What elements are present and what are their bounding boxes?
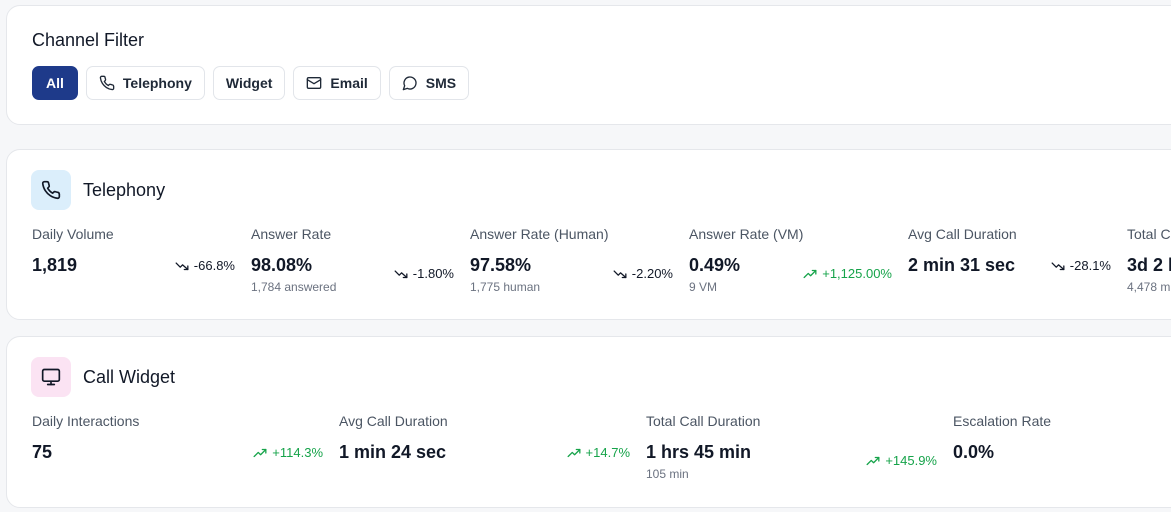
metric-label: Daily Volume <box>32 226 114 242</box>
filter-chip-label: SMS <box>425 75 457 91</box>
metric-avg-call-duration: Avg Call Duration 2 min 31 sec -28.1% <box>908 226 1127 296</box>
metric-delta: -66.8% <box>175 258 235 273</box>
filter-chip-email[interactable]: Email <box>293 66 381 100</box>
metric-delta-value: -2.20% <box>631 266 673 281</box>
mail-icon <box>307 77 322 89</box>
metric-delta-value: -28.1% <box>1069 258 1111 273</box>
metric-daily-volume: Daily Volume 1,819 -66.8% <box>32 226 251 296</box>
metric-label: Answer Rate <box>251 226 332 242</box>
channel-filter-title: Channel Filter <box>32 30 145 50</box>
metric-delta-value: +14.7% <box>585 445 630 460</box>
trend-up-icon <box>567 448 581 457</box>
trend-down-icon <box>394 269 408 278</box>
metric-value: 1 hrs 45 min <box>646 442 752 462</box>
metric-escalation-rate: Escalation Rate 0.0% <box>953 413 1153 483</box>
metric-delta: +114.3% <box>253 445 323 460</box>
metric-widget-total-call-duration: Total Call Duration 1 hrs 45 min 105 min… <box>646 413 953 483</box>
trend-down-icon <box>613 269 627 278</box>
metric-value: 97.58% <box>470 255 532 275</box>
metric-answer-rate-vm: Answer Rate (VM) 0.49% 9 VM +1,125.00% <box>689 226 908 296</box>
metric-delta-value: +114.3% <box>272 445 323 460</box>
call-widget-header: Call Widget <box>31 357 175 397</box>
message-circle-icon <box>402 76 417 91</box>
phone-icon <box>41 180 61 200</box>
trend-up-icon <box>866 456 880 465</box>
metric-delta: +14.7% <box>567 445 630 460</box>
metric-label: Total C <box>1127 226 1171 242</box>
metric-value: 0.49% <box>689 255 741 275</box>
filter-chip-label: Email <box>330 75 368 91</box>
metric-label: Avg Call Duration <box>339 413 448 429</box>
metric-subtext: 1,784 answered <box>251 280 337 294</box>
trend-down-icon <box>175 261 189 270</box>
metric-value: 75 <box>32 442 53 462</box>
metric-delta: -1.80% <box>394 266 454 281</box>
metric-label: Escalation Rate <box>953 413 1052 429</box>
telephony-card: Telephony Daily Volume 1,819 -66.8% Answ… <box>6 149 1171 320</box>
metric-delta: -2.20% <box>613 266 673 281</box>
metric-delta: +1,125.00% <box>803 266 892 281</box>
metric-label: Avg Call Duration <box>908 226 1017 242</box>
metric-widget-avg-call-duration: Avg Call Duration 1 min 24 sec +14.7% <box>339 413 646 483</box>
metric-daily-interactions: Daily Interactions 75 +114.3% <box>32 413 339 483</box>
metric-subtext: 9 VM <box>689 280 718 294</box>
metric-total-call-duration: Total C 3d 2 h 4,478 mi <box>1127 226 1171 296</box>
metric-delta-value: -66.8% <box>193 258 235 273</box>
telephony-title: Telephony <box>83 179 166 200</box>
metric-delta-value: +1,125.00% <box>822 266 892 281</box>
monitor-icon <box>41 368 61 386</box>
metric-subtext: 105 min <box>646 467 689 481</box>
metric-value: 0.0% <box>953 442 995 462</box>
metric-answer-rate: Answer Rate 98.08% 1,784 answered -1.80% <box>251 226 470 296</box>
filter-chip-sms[interactable]: SMS <box>388 66 470 100</box>
metric-delta: -28.1% <box>1051 258 1111 273</box>
phone-icon <box>99 75 115 91</box>
metric-value: 1,819 <box>32 255 78 275</box>
call-widget-metrics: Daily Interactions 75 +114.3% Avg Call D… <box>32 413 1153 483</box>
trend-up-icon <box>253 448 267 457</box>
metric-label: Answer Rate (VM) <box>689 226 804 242</box>
filter-chip-all[interactable]: All <box>32 66 78 100</box>
metric-subtext: 1,775 human <box>470 280 541 294</box>
trend-up-icon <box>803 269 817 278</box>
call-widget-card: Call Widget Daily Interactions 75 +114.3… <box>6 336 1171 508</box>
metric-value: 2 min 31 sec <box>908 255 1016 275</box>
trend-down-icon <box>1051 261 1065 270</box>
metric-label: Total Call Duration <box>646 413 761 429</box>
metric-label: Daily Interactions <box>32 413 140 429</box>
filter-chip-telephony[interactable]: Telephony <box>85 66 205 100</box>
channel-filter-chips: All Telephony Widget Email SMS <box>32 66 470 100</box>
metric-value: 1 min 24 sec <box>339 442 447 462</box>
metric-delta: +145.9% <box>866 453 937 468</box>
filter-chip-widget[interactable]: Widget <box>212 66 286 100</box>
metric-value: 3d 2 h <box>1127 255 1171 275</box>
filter-chip-label: Widget <box>225 75 273 91</box>
filter-chip-label: All <box>46 75 64 91</box>
telephony-header: Telephony <box>31 170 165 210</box>
call-widget-title: Call Widget <box>83 366 176 387</box>
metric-value: 98.08% <box>251 255 313 275</box>
metric-subtext: 4,478 mi <box>1127 280 1171 294</box>
telephony-metrics: Daily Volume 1,819 -66.8% Answer Rate 98… <box>32 226 1171 296</box>
telephony-icon-box <box>31 170 71 210</box>
metric-delta-value: -1.80% <box>412 266 454 281</box>
call-widget-icon-box <box>31 357 71 397</box>
channel-filter-card: Channel Filter All Telephony Widget Emai… <box>6 5 1171 125</box>
filter-chip-label: Telephony <box>122 75 192 91</box>
metric-delta-value: +145.9% <box>885 453 937 468</box>
metric-label: Answer Rate (Human) <box>470 226 609 242</box>
metric-answer-rate-human: Answer Rate (Human) 97.58% 1,775 human -… <box>470 226 689 296</box>
